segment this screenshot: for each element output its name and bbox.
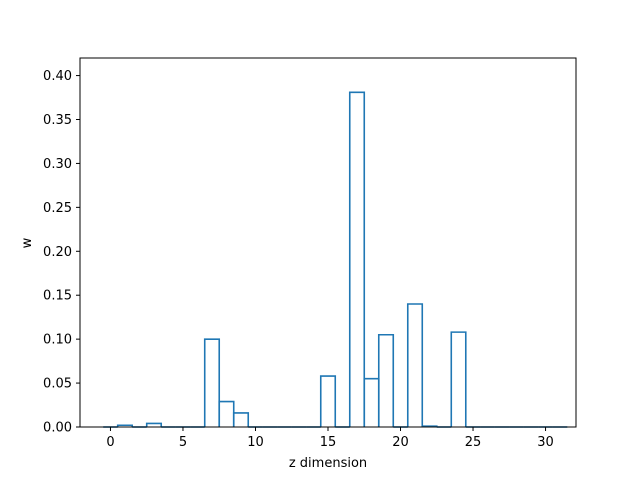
x-axis-ticks: 0 5 10 15 20 25 30 xyxy=(106,427,554,450)
x-tick-label: 30 xyxy=(537,435,554,450)
x-tick-label: 15 xyxy=(320,435,337,450)
y-tick-label: 0.25 xyxy=(43,201,72,216)
x-tick-label: 0 xyxy=(106,435,114,450)
x-tick-label: 25 xyxy=(465,435,482,450)
y-tick-label: 0.20 xyxy=(43,245,72,260)
histogram-bar xyxy=(218,400,235,427)
histogram-bar xyxy=(203,338,221,427)
y-tick-label: 0.40 xyxy=(43,69,72,84)
x-tick-label: 5 xyxy=(179,435,187,450)
x-axis-label: z dimension xyxy=(289,456,367,471)
y-tick-label: 0.00 xyxy=(43,421,72,436)
axes-frame xyxy=(79,57,577,428)
y-axis-ticks: 0.00 0.05 0.10 0.15 0.20 0.25 0.30 0.35 0.40 xyxy=(43,69,80,436)
plot-area xyxy=(79,57,577,428)
histogram-bar xyxy=(319,375,337,427)
y-tick-label: 0.35 xyxy=(43,113,72,128)
y-tick-label: 0.10 xyxy=(43,333,72,348)
x-tick-label: 10 xyxy=(247,435,264,450)
histogram-bar xyxy=(116,424,134,427)
histogram-bar xyxy=(450,331,467,427)
histogram-bar xyxy=(377,333,395,427)
y-tick-label: 0.15 xyxy=(43,289,72,304)
histogram-bar xyxy=(363,377,380,427)
y-tick-label: 0.05 xyxy=(43,377,72,392)
histogram-bar xyxy=(232,412,250,427)
y-axis-label: w xyxy=(20,237,35,248)
y-tick-label: 0.30 xyxy=(43,157,72,172)
histogram-bar xyxy=(406,303,424,427)
histogram-bar xyxy=(348,91,366,427)
x-tick-label: 20 xyxy=(392,435,409,450)
histogram-bar xyxy=(145,422,163,427)
